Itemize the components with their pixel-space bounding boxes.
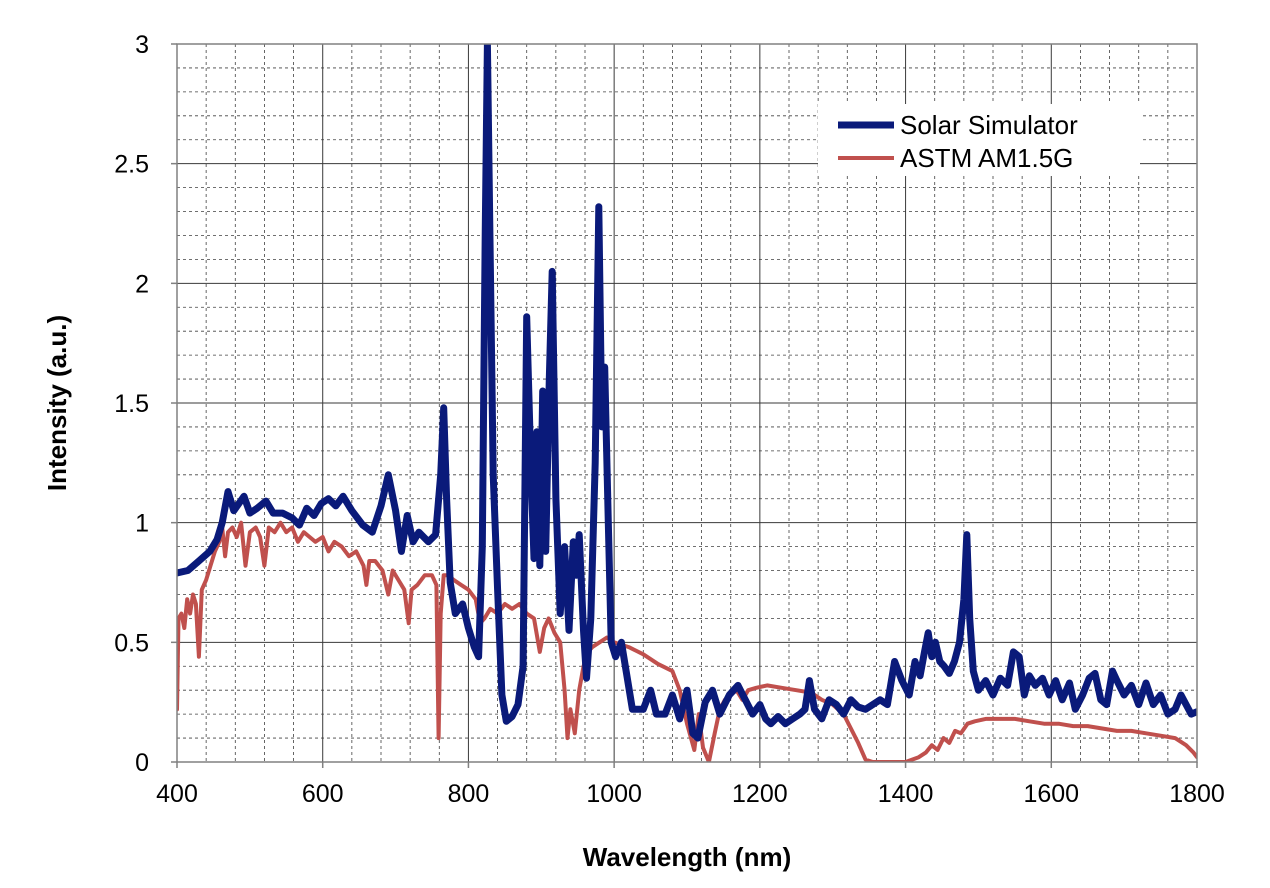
legend-background bbox=[818, 104, 1140, 176]
x-tick-label: 1000 bbox=[586, 780, 642, 808]
x-axis-title: Wavelength (nm) bbox=[583, 842, 791, 872]
y-axis-ticks: 0 0.5 1 1.5 2 2.5 3 bbox=[114, 31, 177, 777]
y-tick-label: 1 bbox=[135, 510, 149, 538]
y-tick-label: 2.5 bbox=[114, 151, 149, 179]
legend: Solar Simulator ASTM AM1.5G bbox=[818, 104, 1140, 176]
series-line-astm-am15g bbox=[177, 520, 1197, 762]
x-tick-label: 1600 bbox=[1023, 780, 1079, 808]
x-tick-label: 1200 bbox=[732, 780, 788, 808]
y-tick-label: 2 bbox=[135, 270, 149, 298]
y-tick-label: 1.5 bbox=[114, 390, 149, 418]
y-tick-label: 0.5 bbox=[114, 629, 149, 657]
series-line-solar-simulator bbox=[177, 44, 1197, 742]
x-tick-label: 1800 bbox=[1169, 780, 1225, 808]
legend-label-astm-am15g: ASTM AM1.5G bbox=[900, 143, 1073, 173]
x-tick-label: 600 bbox=[302, 780, 344, 808]
x-tick-label: 400 bbox=[156, 780, 198, 808]
y-axis-title: Intensity (a.u.) bbox=[42, 315, 72, 491]
x-tick-label: 1400 bbox=[878, 780, 934, 808]
y-tick-label: 3 bbox=[135, 31, 149, 59]
x-axis-ticks: 400 600 800 1000 1200 1400 1600 1800 bbox=[156, 762, 1225, 808]
y-tick-label: 0 bbox=[135, 749, 149, 777]
series-layer bbox=[177, 44, 1197, 762]
legend-label-solar-simulator: Solar Simulator bbox=[900, 110, 1078, 140]
minor-grid bbox=[177, 44, 1197, 762]
x-tick-label: 800 bbox=[448, 780, 490, 808]
